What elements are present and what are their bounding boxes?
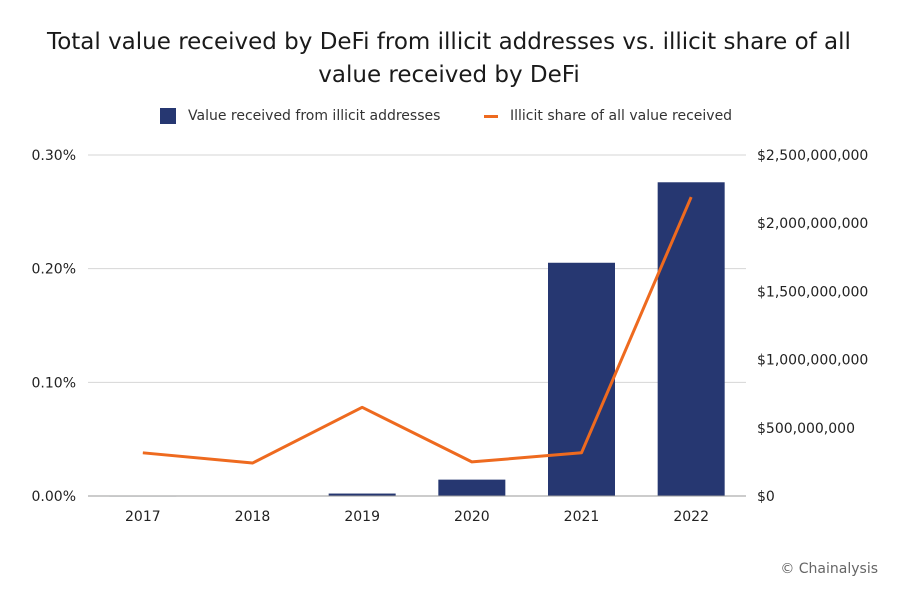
gridlines (88, 154, 746, 383)
bar-series (109, 182, 725, 497)
bar-2021 (548, 262, 615, 496)
bar-2019 (328, 493, 396, 496)
left-tick-label: 0.20% (32, 262, 76, 278)
legend: Value received from illicit addresses Il… (0, 108, 898, 128)
legend-item-line[interactable]: Illicit share of all value received (484, 108, 732, 124)
bar-2020 (438, 479, 506, 496)
legend-bar-label: Value received from illicit addresses (188, 108, 441, 124)
right-tick-label: $0 (757, 489, 775, 505)
illicit-share-line (142, 196, 693, 465)
left-axis-ticks: 0.00% 0.10% 0.20% 0.30% (32, 148, 76, 505)
x-tick-label: 2018 (235, 509, 271, 525)
chart-title: Total value received by DeFi from illici… (0, 26, 898, 92)
chart-title-line-1: Total value received by DeFi from illici… (47, 29, 851, 55)
source-credit: © Chainalysis (780, 561, 878, 577)
x-tick-label: 2019 (344, 509, 380, 525)
x-tick-label: 2020 (454, 509, 490, 525)
x-tick-label: 2021 (564, 509, 600, 525)
chart-title-line-2: value received by DeFi (318, 62, 580, 88)
right-tick-label: $2,000,000,000 (757, 216, 868, 232)
right-axis-ticks: $0 $500,000,000 $1,000,000,000 $1,500,000,0… (757, 148, 868, 505)
left-tick-label: 0.10% (32, 375, 76, 391)
legend-line-label: Illicit share of all value received (510, 108, 733, 124)
right-tick-label: $1,500,000,000 (757, 284, 868, 300)
legend-bar-swatch (160, 108, 176, 124)
legend-line-swatch (484, 114, 498, 118)
right-tick-label: $2,500,000,000 (757, 148, 868, 164)
legend-item-bar[interactable]: Value received from illicit addresses (160, 108, 440, 124)
x-tick-label: 2022 (673, 509, 709, 525)
line-series (142, 196, 693, 465)
left-tick-label: 0.00% (32, 489, 76, 505)
x-axis-ticks: 2017 2018 2019 2020 2021 2022 (125, 509, 709, 525)
right-tick-label: $1,000,000,000 (757, 353, 868, 369)
left-tick-label: 0.30% (32, 148, 76, 164)
right-tick-label: $500,000,000 (757, 421, 855, 437)
bar-2022 (657, 182, 725, 496)
x-tick-label: 2017 (125, 509, 161, 525)
